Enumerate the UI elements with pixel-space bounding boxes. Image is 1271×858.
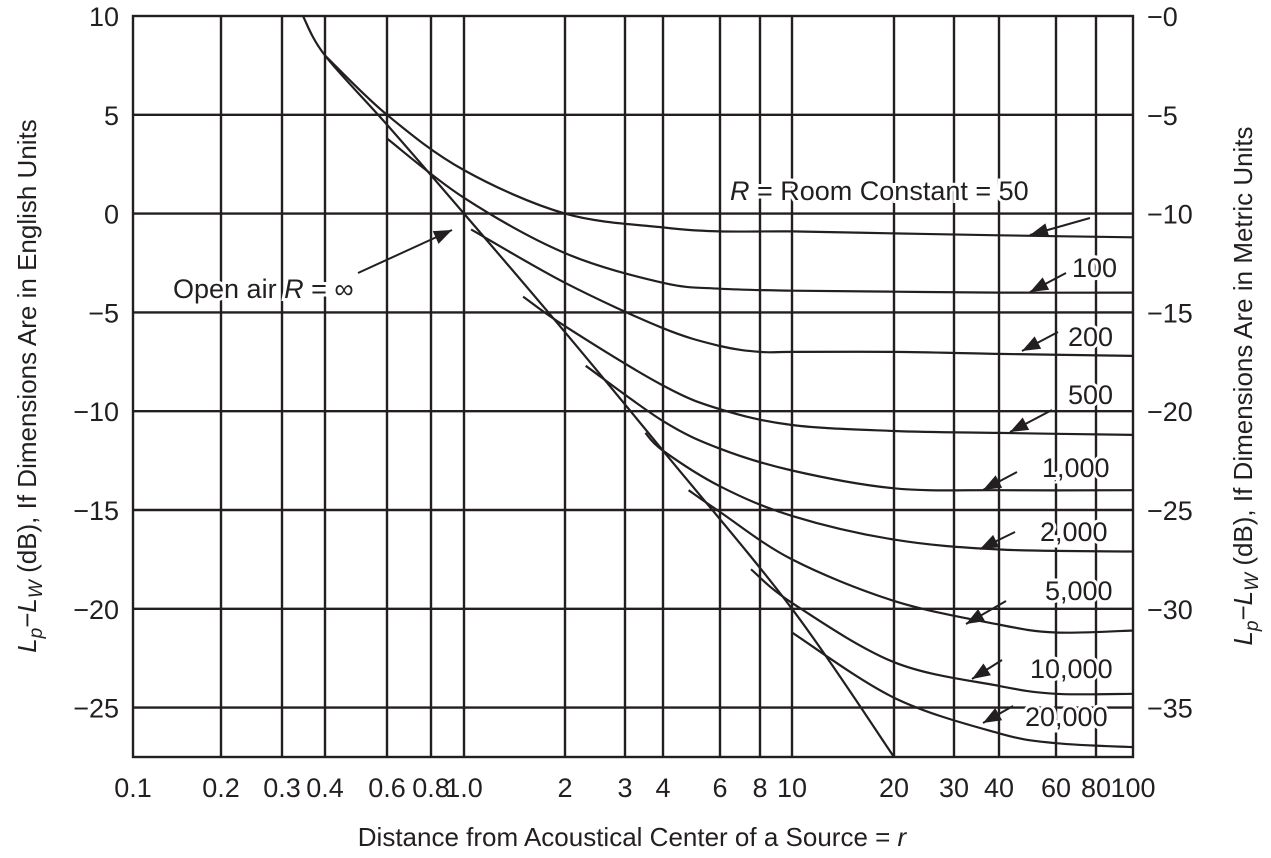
room-constant-curve <box>386 137 1134 294</box>
y-left-tick-label: −25 <box>73 694 119 724</box>
x-tick-label: 30 <box>939 773 969 803</box>
arrowhead-icon <box>966 608 986 624</box>
x-tick-label: 3 <box>617 773 632 803</box>
open-air-label: Open air R = ∞ <box>173 274 354 304</box>
y-axis-left-ticks: 10 5 0 −5 −10 −15 −20 −25 <box>73 2 119 724</box>
y-right-tick-label: −0 <box>1147 2 1178 32</box>
x-tick-label: 1.0 <box>445 773 483 803</box>
room-constant-curve <box>585 364 1134 492</box>
y-right-tick-label: −30 <box>1147 595 1193 625</box>
y-right-tick-label: −25 <box>1147 496 1193 526</box>
room-constant-label: 1,000 <box>1042 453 1110 483</box>
room-constant-label: 500 <box>1068 380 1113 410</box>
arrowhead-icon <box>1030 277 1050 292</box>
arrowhead-icon <box>1030 223 1050 237</box>
room-constant-label: 5,000 <box>1045 576 1113 606</box>
y-left-tick-label: −5 <box>88 298 119 328</box>
arrowhead-icon <box>972 663 991 679</box>
room-constant-curve <box>750 568 1134 696</box>
x-tick-label: 60 <box>1041 773 1071 803</box>
x-tick-label: 0.4 <box>306 773 344 803</box>
y-left-tick-label: −20 <box>73 595 119 625</box>
x-tick-label: 80 <box>1081 773 1111 803</box>
y-left-tick-label: 10 <box>89 2 119 32</box>
y-right-tick-label: −35 <box>1147 694 1193 724</box>
y-axis-right-ticks: −0 −5 −10 −15 −20 −25 −30 −35 <box>1147 2 1193 724</box>
x-tick-label: 0.2 <box>202 773 240 803</box>
chart-grid <box>131 14 1135 759</box>
chart-curves <box>301 15 1134 758</box>
y-left-tick-label: −10 <box>73 397 119 427</box>
y-left-tick-label: −15 <box>73 496 119 526</box>
room-constant-label: 200 <box>1068 322 1113 352</box>
arrowhead-icon <box>983 475 1003 490</box>
x-tick-label: 4 <box>655 773 670 803</box>
x-axis-title: Distance from Acoustical Center of a Sou… <box>358 822 908 852</box>
x-tick-label: 6 <box>712 773 727 803</box>
y-right-tick-label: −5 <box>1147 101 1178 131</box>
plot-frame <box>131 14 1135 759</box>
room-constant-curve <box>324 54 1134 239</box>
y-left-tick-label: 5 <box>104 101 119 131</box>
arrowhead-icon <box>983 708 1003 723</box>
x-tick-label: 0.8 <box>412 773 450 803</box>
room-constant-label: 100 <box>1072 253 1117 283</box>
chart-annotations: R = Room Constant = 50 100 200 500 1,000 2,00… <box>170 173 1120 735</box>
x-tick-label: 10 <box>777 773 807 803</box>
room-constant-curve <box>644 432 1134 553</box>
y-right-tick-label: −15 <box>1147 298 1193 328</box>
room-constant-label: 10,000 <box>1030 654 1113 684</box>
x-tick-label: 0.6 <box>368 773 406 803</box>
y-axis-right-title: Lp−LW (dB), If Dimensions Are in Metric … <box>1228 126 1263 645</box>
arrowhead-icon <box>980 534 1000 549</box>
y-axis-left-title: Lp−LW (dB), If Dimensions Are in English… <box>12 119 47 653</box>
x-axis-ticks: 0.1 0.2 0.3 0.4 0.6 0.81.0 2 3 4 6 8 10 20 30 40 60 80 10… <box>114 773 1155 803</box>
room-constant-label: 2,000 <box>1040 517 1108 547</box>
x-tick-label: 8 <box>752 773 767 803</box>
x-tick-label: 40 <box>984 773 1014 803</box>
x-tick-label: 2 <box>557 773 572 803</box>
y-left-tick-label: 0 <box>104 200 119 230</box>
arrowhead-icon <box>432 230 452 244</box>
x-tick-label: 20 <box>879 773 909 803</box>
open-air-curve <box>301 15 895 758</box>
room-constant-curve <box>470 228 1134 357</box>
arrowhead-icon <box>1022 336 1042 351</box>
room-constant-curve <box>791 631 1134 749</box>
room-constant-label: R = Room Constant = 50 <box>730 176 1029 206</box>
x-tick-label: 0.3 <box>263 773 301 803</box>
x-tick-label: 0.1 <box>114 773 152 803</box>
x-tick-label: 100 <box>1110 773 1155 803</box>
y-right-tick-label: −10 <box>1147 200 1193 230</box>
room-constant-curve <box>687 489 1134 634</box>
room-constant-label: 20,000 <box>1025 702 1108 732</box>
y-right-tick-label: −20 <box>1147 397 1193 427</box>
arrowhead-icon <box>1010 417 1030 432</box>
room-constant-curve <box>522 295 1134 436</box>
